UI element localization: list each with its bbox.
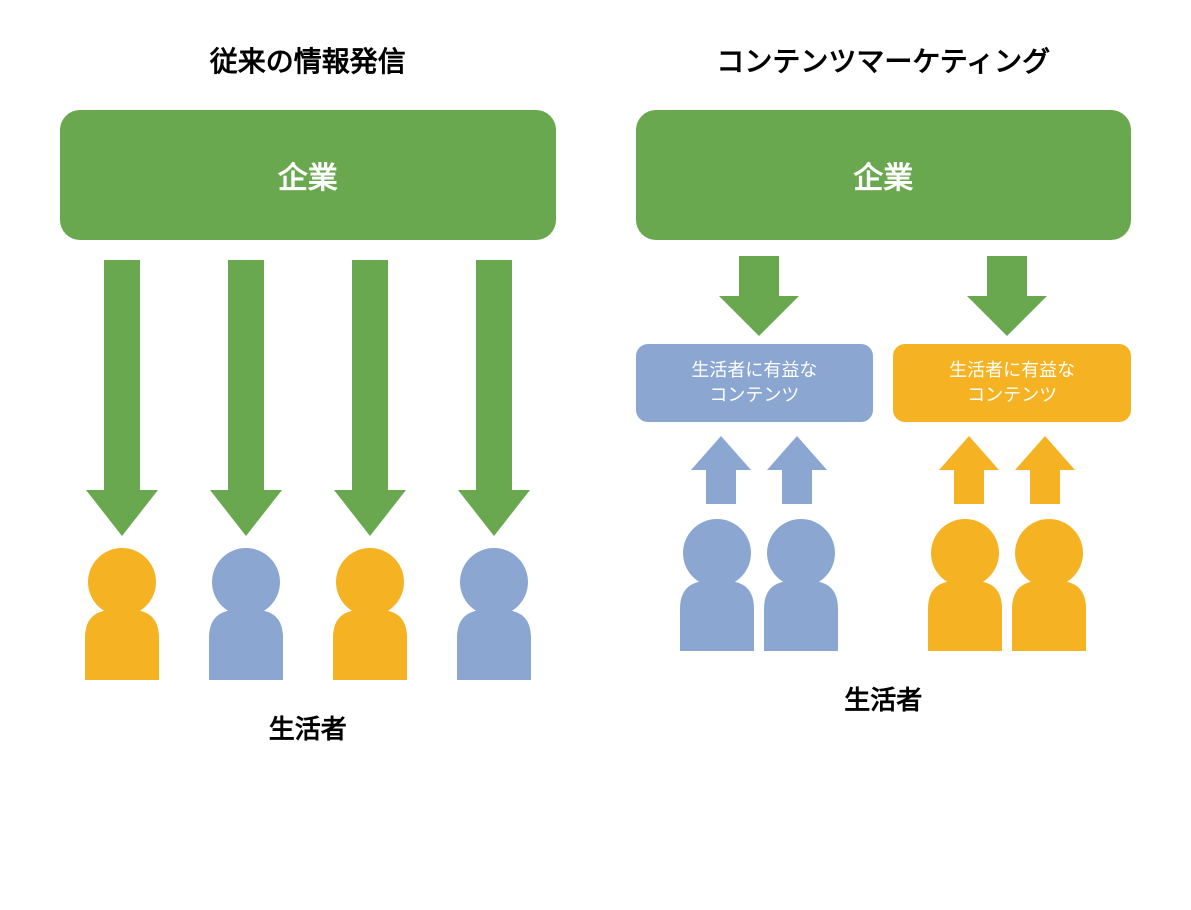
person-icon [680, 519, 754, 651]
person-icon [209, 548, 283, 680]
up-arrow-pair [636, 436, 884, 509]
down-arrow-icon [334, 260, 406, 536]
up-arrow [691, 436, 751, 509]
right-people-row [636, 519, 1132, 656]
person [928, 519, 1002, 656]
content-box-line1: 生活者に有益な [949, 360, 1075, 380]
left-bottom-label: 生活者 [269, 709, 347, 746]
diagram-container: 従来の情報発信 企業 生活者 コンテンツマーケティング 企業 [0, 0, 1191, 910]
left-people-row [60, 548, 556, 685]
up-arrow-icon [767, 436, 827, 504]
up-arrow [939, 436, 999, 509]
right-down-arrow [636, 256, 884, 336]
left-corp-label: 企業 [278, 153, 338, 197]
up-arrow [1015, 436, 1075, 509]
left-down-arrow [210, 260, 282, 536]
down-arrow-icon [967, 256, 1047, 336]
person-icon [333, 548, 407, 680]
person-icon [457, 548, 531, 680]
right-content-boxes: 生活者に有益なコンテンツ生活者に有益なコンテンツ [636, 344, 1132, 422]
people-pair [636, 519, 884, 656]
left-down-arrow [86, 260, 158, 536]
right-corp-box: 企業 [636, 110, 1132, 240]
content-box-line2: コンテンツ [709, 385, 799, 405]
person [85, 548, 159, 685]
content-box: 生活者に有益なコンテンツ [893, 344, 1131, 422]
person-icon [1012, 519, 1086, 651]
down-arrow-icon [86, 260, 158, 536]
person [457, 548, 531, 685]
up-arrow-icon [1015, 436, 1075, 504]
left-panel: 従来の情報発信 企業 生活者 [60, 40, 556, 870]
left-corp-box: 企業 [60, 110, 556, 240]
right-down-arrow [883, 256, 1131, 336]
content-box: 生活者に有益なコンテンツ [636, 344, 874, 422]
right-bottom-label: 生活者 [844, 680, 922, 717]
down-arrow-icon [210, 260, 282, 536]
up-arrow [767, 436, 827, 509]
person [1012, 519, 1086, 656]
left-down-arrow [458, 260, 530, 536]
person [333, 548, 407, 685]
right-panel: コンテンツマーケティング 企業 生活者に有益なコンテンツ生活者に有益なコンテンツ [636, 40, 1132, 870]
content-box-line1: 生活者に有益な [691, 360, 817, 380]
down-arrow-icon [719, 256, 799, 336]
content-box-line2: コンテンツ [967, 385, 1057, 405]
right-title: コンテンツマーケティング [716, 40, 1050, 80]
person-icon [85, 548, 159, 680]
left-title: 従来の情報発信 [210, 40, 406, 80]
up-arrow-icon [939, 436, 999, 504]
person-icon [764, 519, 838, 651]
right-up-arrow-row [636, 436, 1132, 509]
right-corp-label: 企業 [853, 153, 913, 197]
right-short-down-arrows [636, 256, 1132, 336]
left-arrow-row [60, 260, 556, 536]
person [209, 548, 283, 685]
people-pair [883, 519, 1131, 656]
left-down-arrow [334, 260, 406, 536]
down-arrow-icon [458, 260, 530, 536]
person-icon [928, 519, 1002, 651]
person [680, 519, 754, 656]
up-arrow-pair [883, 436, 1131, 509]
up-arrow-icon [691, 436, 751, 504]
person [764, 519, 838, 656]
